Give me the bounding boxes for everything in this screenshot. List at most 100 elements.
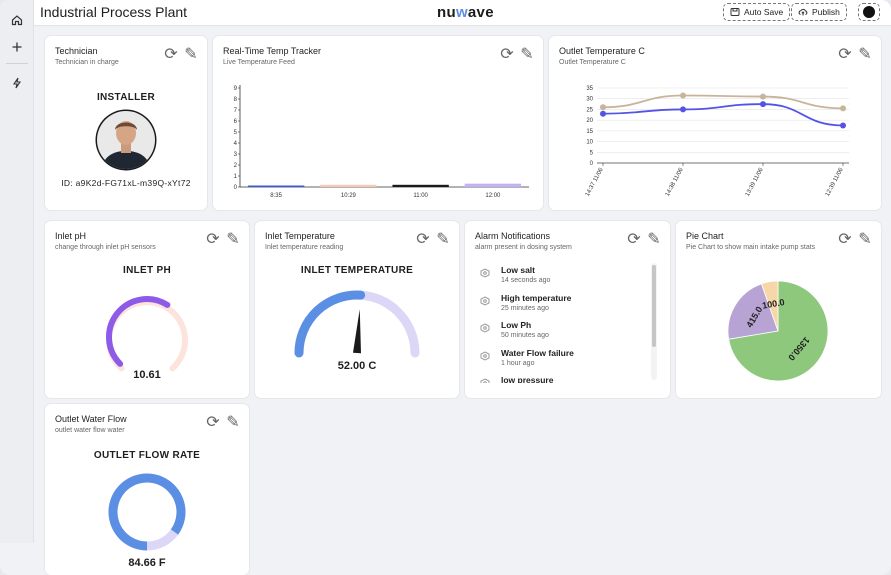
brand-logo: nuwave bbox=[437, 4, 494, 21]
data-point bbox=[840, 122, 846, 129]
alarm-title: low pressure bbox=[501, 375, 554, 383]
edit-icon[interactable]: ✎ bbox=[184, 46, 198, 63]
publish-button[interactable]: Publish bbox=[791, 3, 847, 21]
card-subtitle: Pie Chart to show main intake pump stats bbox=[686, 244, 816, 251]
inlet-temperature-card: Inlet Temperature Inlet temperature read… bbox=[255, 221, 459, 398]
refresh-icon[interactable]: ⟳ bbox=[838, 46, 852, 63]
refresh-icon[interactable]: ⟳ bbox=[206, 231, 220, 248]
x-tick-label: 10:29 bbox=[341, 193, 357, 199]
refresh-icon[interactable]: ⟳ bbox=[206, 414, 220, 431]
data-point bbox=[760, 93, 766, 100]
bar bbox=[320, 184, 377, 187]
refresh-icon[interactable]: ⟳ bbox=[164, 46, 178, 63]
card-title: Outlet Temperature C bbox=[559, 46, 645, 56]
x-tick-label: 12:39 11/06 bbox=[825, 167, 845, 198]
bar bbox=[247, 185, 305, 187]
alarm-icon bbox=[480, 323, 490, 333]
x-tick-label: 8:35 bbox=[270, 193, 282, 199]
card-subtitle: Inlet temperature reading bbox=[265, 244, 344, 251]
x-tick-label: 14:37 11/06 bbox=[585, 167, 605, 198]
data-point bbox=[600, 104, 606, 111]
bar bbox=[464, 183, 522, 187]
top-bar: Industrial Process Plant nuwave Auto Sav… bbox=[34, 0, 891, 26]
publish-label: Publish bbox=[812, 7, 840, 17]
scrollbar-thumb[interactable] bbox=[652, 265, 656, 347]
alarm-time: 14 seconds ago bbox=[501, 277, 551, 284]
gauge-label: INLET PH bbox=[123, 265, 171, 276]
gauge-needle bbox=[353, 309, 361, 354]
list-item[interactable]: Water Flow failure 1 hour ago bbox=[477, 346, 653, 374]
list-item[interactable]: High temperature 25 minutes ago bbox=[477, 291, 653, 319]
auto-save-label: Auto Save bbox=[744, 7, 784, 17]
y-tick-label: 4 bbox=[234, 141, 238, 147]
list-item[interactable]: Low salt 14 seconds ago bbox=[477, 263, 653, 291]
x-tick-label: 13:39 11/06 bbox=[745, 167, 765, 198]
edit-icon[interactable]: ✎ bbox=[858, 46, 872, 63]
list-item[interactable]: Low Ph 50 minutes ago bbox=[477, 318, 653, 346]
x-tick-label: 14:38 11/06 bbox=[665, 167, 685, 198]
gauge-value: 52.00 C bbox=[337, 360, 377, 372]
gauge-fill bbox=[108, 473, 186, 551]
technician-id: ID: a9K2d-FG71xL-m39Q-xYt72 bbox=[61, 178, 191, 188]
edit-icon[interactable]: ✎ bbox=[858, 231, 872, 248]
y-tick-label: 9 bbox=[234, 86, 238, 92]
card-title: Alarm Notifications bbox=[475, 231, 551, 241]
refresh-icon[interactable]: ⟳ bbox=[416, 231, 430, 248]
data-point bbox=[680, 92, 686, 99]
save-icon bbox=[730, 8, 740, 16]
temp-tracker-card: Real-Time Temp Tracker Live Temperature … bbox=[213, 36, 543, 210]
pie-chart-card: Pie Chart Pie Chart to show main intake … bbox=[676, 221, 881, 398]
plus-icon[interactable] bbox=[9, 39, 25, 55]
y-tick-label: 2 bbox=[234, 163, 238, 169]
alarm-scrollbar[interactable] bbox=[651, 263, 657, 380]
alarm-title: High temperature bbox=[501, 292, 572, 303]
edit-icon[interactable]: ✎ bbox=[647, 231, 661, 248]
y-tick-label: 3 bbox=[234, 152, 238, 158]
sidebar-divider bbox=[6, 63, 28, 64]
edit-icon[interactable]: ✎ bbox=[226, 414, 240, 431]
data-point bbox=[600, 110, 606, 117]
y-tick-label: 0 bbox=[590, 161, 594, 167]
x-tick-label: 12:00 bbox=[485, 193, 501, 199]
card-subtitle: outlet water flow water bbox=[55, 427, 125, 434]
alarm-list: Low salt 14 seconds ago High temperature… bbox=[477, 263, 653, 383]
y-tick-label: 6 bbox=[234, 119, 238, 125]
avatar bbox=[95, 109, 157, 171]
gauge-value: 10.61 bbox=[133, 369, 161, 381]
list-item[interactable]: low pressure bbox=[477, 373, 653, 383]
alarm-icon bbox=[480, 350, 490, 361]
card-title: Technician bbox=[55, 46, 98, 56]
card-subtitle: Technician in charge bbox=[55, 59, 119, 66]
sidebar bbox=[0, 0, 34, 543]
data-point bbox=[760, 101, 766, 108]
edit-icon[interactable]: ✎ bbox=[436, 231, 450, 248]
alarm-icon bbox=[480, 268, 490, 278]
alarm-time: 25 minutes ago bbox=[501, 304, 549, 312]
card-subtitle: alarm present in dosing system bbox=[475, 244, 572, 251]
pie-label: 100.0 bbox=[761, 297, 785, 311]
refresh-icon[interactable]: ⟳ bbox=[500, 46, 514, 63]
card-subtitle: change through inlet pH sensors bbox=[55, 244, 156, 251]
y-tick-label: 20 bbox=[586, 118, 593, 124]
y-tick-label: 7 bbox=[234, 108, 238, 114]
edit-icon[interactable]: ✎ bbox=[226, 231, 240, 248]
card-title: Outlet Water Flow bbox=[55, 414, 127, 424]
refresh-icon[interactable]: ⟳ bbox=[838, 231, 852, 248]
auto-save-button[interactable]: Auto Save bbox=[723, 3, 791, 21]
data-point bbox=[840, 105, 846, 112]
temp-bar-chart: 0 1 2 3 4 5 6 7 8 9 8:35 10:29 11:00 12:00 bbox=[234, 85, 529, 199]
y-tick-label: 5 bbox=[590, 150, 594, 156]
refresh-icon[interactable]: ⟳ bbox=[627, 231, 641, 248]
y-tick-label: 1 bbox=[234, 174, 238, 180]
dark-mode-icon bbox=[863, 6, 875, 18]
bolt-icon[interactable] bbox=[9, 75, 25, 91]
x-tick-label: 11:00 bbox=[413, 193, 428, 199]
alarm-notifications-card: Alarm Notifications alarm present in dos… bbox=[465, 221, 670, 398]
edit-icon[interactable]: ✎ bbox=[520, 46, 534, 63]
theme-toggle-button[interactable] bbox=[858, 3, 880, 21]
home-icon[interactable] bbox=[9, 12, 25, 28]
data-point bbox=[680, 106, 686, 113]
y-tick-label: 8 bbox=[234, 97, 238, 103]
